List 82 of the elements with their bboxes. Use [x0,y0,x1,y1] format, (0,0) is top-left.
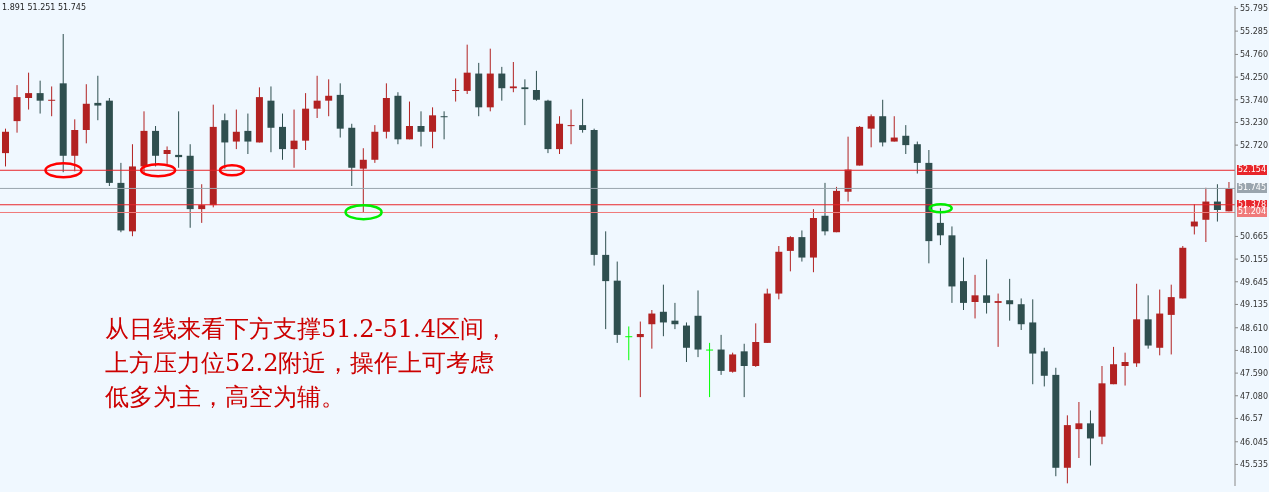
y-tick-label: 47.590 [1240,368,1268,378]
y-tick-label: 50.665 [1240,232,1268,242]
candlestick [867,113,875,148]
annotation: 1.891 51.251 51.745 [2,3,86,12]
y-tick-label: 45.535 [1240,460,1268,470]
candlestick [682,321,690,363]
candlestick [971,274,979,319]
candlestick [48,85,56,117]
candlestick [567,109,575,145]
candlestick [994,293,1002,348]
candlestick [844,136,852,203]
y-tick-label: 46.045 [1240,437,1268,447]
candlestick [198,183,206,224]
candlestick [1225,181,1233,212]
candlestick [648,309,656,350]
y-tick-label: 49.135 [1240,300,1268,310]
candlestick [36,80,44,115]
candlestick [717,334,725,376]
candlestick [636,321,644,398]
candlestick [232,109,240,150]
y-tick-label: 49.645 [1240,277,1268,287]
y-tick-label: 48.100 [1240,346,1268,356]
y-tick-label: 48.610 [1240,323,1268,333]
candlestick [936,207,944,246]
candlestick [740,343,748,398]
candlestick [1086,409,1094,467]
y-tick-label: 50.155 [1240,254,1268,264]
candlestick [221,113,229,170]
candlestick [625,325,633,361]
candlestick [2,128,9,167]
candlestick [405,101,413,140]
y-tick-label: 55.795 [1240,4,1268,14]
candlestick [1075,401,1083,459]
candlestick [1006,278,1014,322]
annotation: 从日线来看下方支撑51.2-51.4区间，上方压力位52.2附近，操作上可考虑低多为主，高空为辅。 [105,314,509,413]
candlestick [902,124,910,155]
candlestick [429,106,437,149]
candlestick [532,70,540,102]
candlestick [579,98,587,134]
y-tick-label: 46.57 [1240,414,1263,424]
candlestick [417,110,425,147]
candlestick [313,75,321,119]
candlestick [1017,297,1025,331]
candlestick [913,141,921,175]
candlestick [13,84,21,134]
candlestick [729,352,737,374]
candlestick [325,78,333,117]
candlestick [786,235,794,272]
ref-line-label: 51.745 [1237,183,1267,194]
ref-line-label: 51.204 [1237,207,1267,218]
candlestick [244,113,252,155]
candlestick [463,44,471,95]
candlestick [163,145,171,166]
candlestick [1167,284,1175,355]
candlestick [290,109,298,169]
candlestick [498,66,506,102]
candlestick [659,284,667,337]
y-tick-label: 47.080 [1240,391,1268,401]
y-tick-label: 52.720 [1240,140,1268,150]
candlestick [359,147,367,213]
candlestick [1121,352,1129,387]
candlestick [798,229,806,263]
y-tick-label: 55.285 [1240,26,1268,36]
y-tick-label: 53.230 [1240,118,1268,128]
candlestick [983,258,991,315]
candlestick [279,113,287,161]
candlestick [706,342,714,398]
candlestick [94,75,102,121]
y-tick-label: 54.760 [1240,50,1268,60]
candlestick [890,115,898,143]
candlestick [25,72,33,111]
candlestick [752,322,760,368]
y-tick-label: 54.250 [1240,72,1268,82]
ref-line-label: 52.154 [1237,165,1267,176]
candlestick [440,110,448,140]
candlestick [452,77,460,103]
candlestick [1110,346,1118,385]
candlestick [821,182,829,236]
y-tick-label: 53.740 [1240,95,1268,105]
candlestick [509,61,517,93]
candlestick [521,78,529,126]
candlestick [959,257,967,311]
